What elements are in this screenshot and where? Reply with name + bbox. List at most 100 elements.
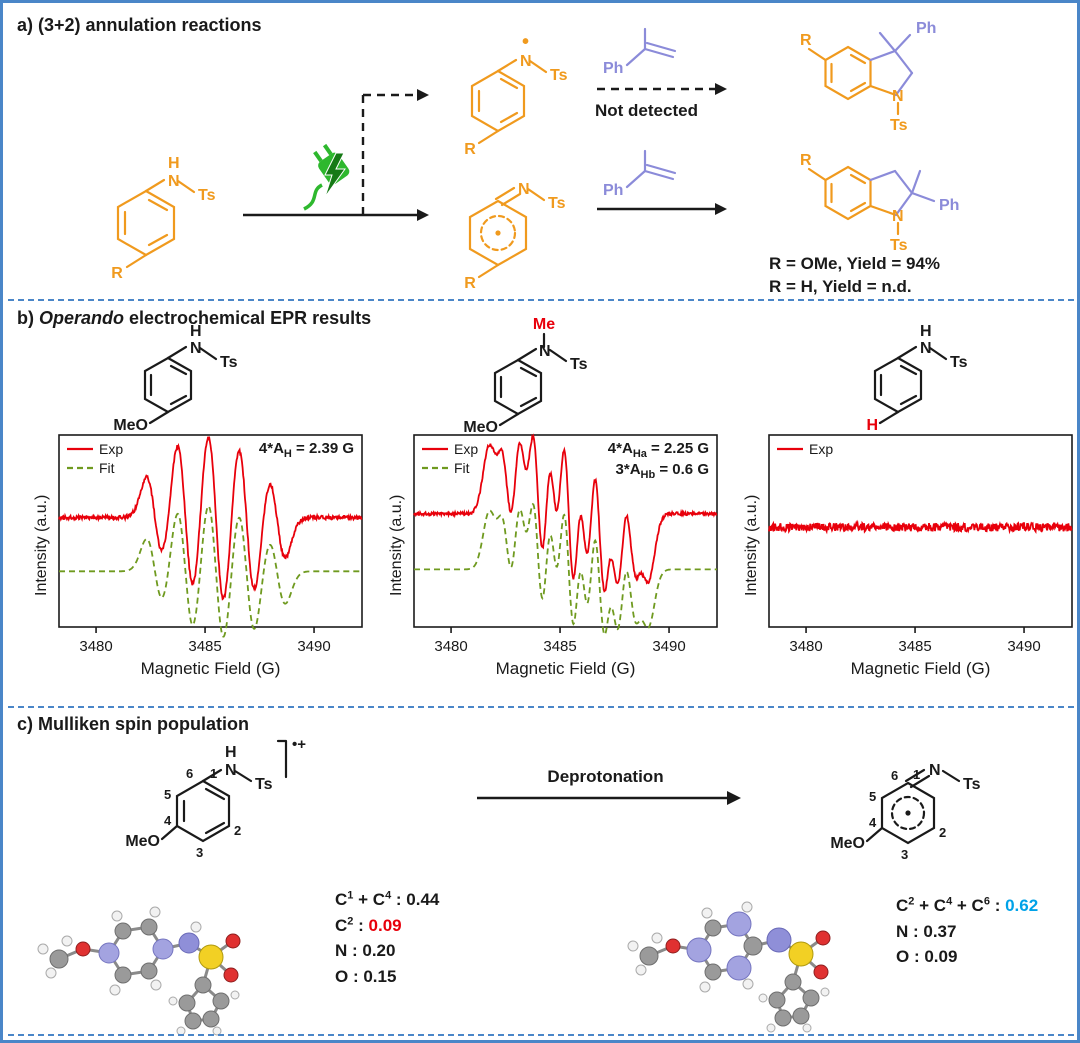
spin-right-line-1: C2 + C4 + C6 : 0.62 (896, 895, 1039, 915)
ring-number-3: 3 (901, 847, 908, 862)
spin-left-line-2: C2 : 0.09 (335, 914, 402, 935)
spin-left-line-3: N : 0.20 (335, 941, 396, 960)
radical-dot: • (522, 31, 529, 53)
epr-3-y-axis-label: Intensity (a.u.) (743, 494, 760, 596)
structure-epr-3: N H Ts H (866, 323, 968, 434)
ts-label: Ts (890, 117, 908, 134)
epr-3-x-axis-label: Magnetic Field (G) (850, 659, 991, 678)
x-tick-label: 3490 (652, 638, 685, 655)
structure-spin-right: N Ts MeO 1 2 3 4 5 6 (830, 762, 981, 862)
spin-value-c2: 0.09 (368, 915, 402, 935)
ph-label: Ph (916, 20, 936, 37)
structure-spin-left: N H Ts MeO •+ 1 2 3 4 5 6 (125, 736, 306, 860)
spin-left-line-4: O : 0.15 (335, 966, 397, 986)
electricity-plug-icon (303, 143, 350, 211)
epr-1-x-axis-label: Magnetic Field (G) (140, 659, 281, 678)
x-tick-label: 3490 (1007, 638, 1040, 655)
h-label: H (225, 744, 237, 761)
section-b-italic: Operando (39, 308, 125, 328)
h-label: H (190, 323, 202, 340)
h-label: H (920, 323, 932, 340)
ring-number-4: 4 (164, 813, 172, 828)
benzene-ring (116, 178, 196, 269)
meo-label: MeO (113, 417, 148, 434)
r-label: R (464, 275, 476, 288)
ring-number-5: 5 (164, 787, 171, 802)
r-label: R (800, 152, 812, 169)
x-tick-label: 3480 (79, 638, 112, 655)
ring-number-1: 1 (913, 767, 920, 782)
n-label: N (539, 343, 551, 360)
ring-number-3: 3 (196, 845, 203, 860)
structure-epr-2: N Me Ts MeO (463, 316, 587, 436)
structure-epr-1: N H Ts MeO (113, 323, 238, 434)
x-tick-label: 3485 (543, 638, 576, 655)
spin-values-left: C1 + C4 : 0.44 C2 : 0.09 N : 0.20 O : 0.… (335, 887, 439, 989)
spin-right-line-3: O : 0.09 (896, 947, 958, 966)
epr-panel-2: Intensity (a.u.) 3480 3485 3490 Exp Fit 4*AHa… (386, 431, 723, 679)
ts-label: Ts (220, 354, 238, 371)
epr-panel-3: Intensity (a.u.) 3480 3485 3490 Exp Magneti… (741, 431, 1077, 679)
structure-methylstyrene-bottom: Ph (603, 149, 677, 199)
n-label: N (929, 762, 941, 779)
molecular-model-right (627, 901, 831, 1033)
structure-aminyl-radical: N • Ts R (464, 31, 567, 156)
x-tick-label: 3485 (188, 638, 221, 655)
plot-frame (58, 434, 363, 628)
me-label: Me (533, 316, 555, 333)
divider-bottom (8, 1034, 1074, 1036)
epr-curve-exp (768, 519, 1073, 535)
hyperfine-annotation: 4*AH = 2.39 G (259, 440, 354, 460)
spin-values-right: C2 + C4 + C6 : 0.62 N : 0.37 O : 0.09 (896, 893, 1038, 970)
ring-number-6: 6 (186, 766, 193, 781)
ring-number-5: 5 (869, 789, 876, 804)
section-a-title: a) (3+2) annulation reactions (17, 15, 262, 35)
legend-label-exp: Exp (99, 441, 123, 457)
ring-number-2: 2 (939, 825, 946, 840)
ts-label: Ts (255, 776, 273, 793)
ts-label: Ts (950, 354, 968, 371)
n-label: N (225, 762, 237, 779)
plot-frame (413, 434, 718, 628)
epr-panel-1: Intensity (a.u.) 3480 3485 3490 Exp Fit 4*AH … (31, 431, 368, 679)
para-h-label: H (866, 417, 878, 434)
epr-curve-exp (413, 433, 718, 593)
n-label: N (920, 340, 932, 357)
molecular-model-left (37, 906, 241, 1036)
hyperfine-annotation: 3*AHb = 0.6 G (616, 461, 709, 481)
n-label: N (892, 208, 904, 225)
legend-label-fit: Fit (99, 460, 115, 476)
ph-label: Ph (939, 197, 959, 214)
epr-2-y-axis-label: Intensity (a.u.) (388, 494, 405, 596)
ring-number-2: 2 (234, 823, 241, 838)
structure-product-2: R Ph N Ts (800, 152, 959, 254)
structure-starting-material: N H Ts R (111, 155, 215, 282)
meo-label: MeO (463, 419, 498, 436)
yield-line-1: R = OMe, Yield = 94% (769, 254, 941, 273)
legend-label-exp: Exp (454, 441, 478, 457)
ring-number-1: 1 (210, 766, 217, 781)
spin-value-sum: 0.62 (1005, 896, 1039, 915)
hyperfine-annotation: 4*AHa = 2.25 G (608, 440, 709, 460)
n-label: N (518, 181, 530, 198)
structure-product-1: R Ph N Ts (800, 20, 936, 134)
n-label: N (190, 340, 202, 357)
epr-curve-exp (58, 436, 363, 601)
r-label: R (464, 141, 476, 156)
ts-label: Ts (963, 776, 981, 793)
reaction-arrows (243, 83, 727, 221)
epr-curve-fit (59, 504, 362, 638)
n-label: N (168, 173, 180, 190)
n-label: N (520, 53, 532, 70)
legend-label-fit: Fit (454, 460, 470, 476)
divider-a-b (8, 299, 1074, 301)
lightning-bolt-icon (324, 152, 346, 198)
x-tick-label: 3480 (434, 638, 467, 655)
r-label: R (111, 265, 123, 282)
section-b-prefix: b) (17, 308, 39, 328)
section-b-title: b) Operando electrochemical EPR results (17, 308, 371, 329)
ring-number-6: 6 (891, 768, 898, 783)
ph-label: Ph (603, 60, 623, 77)
structure-methylstyrene-top: Ph (603, 27, 677, 77)
